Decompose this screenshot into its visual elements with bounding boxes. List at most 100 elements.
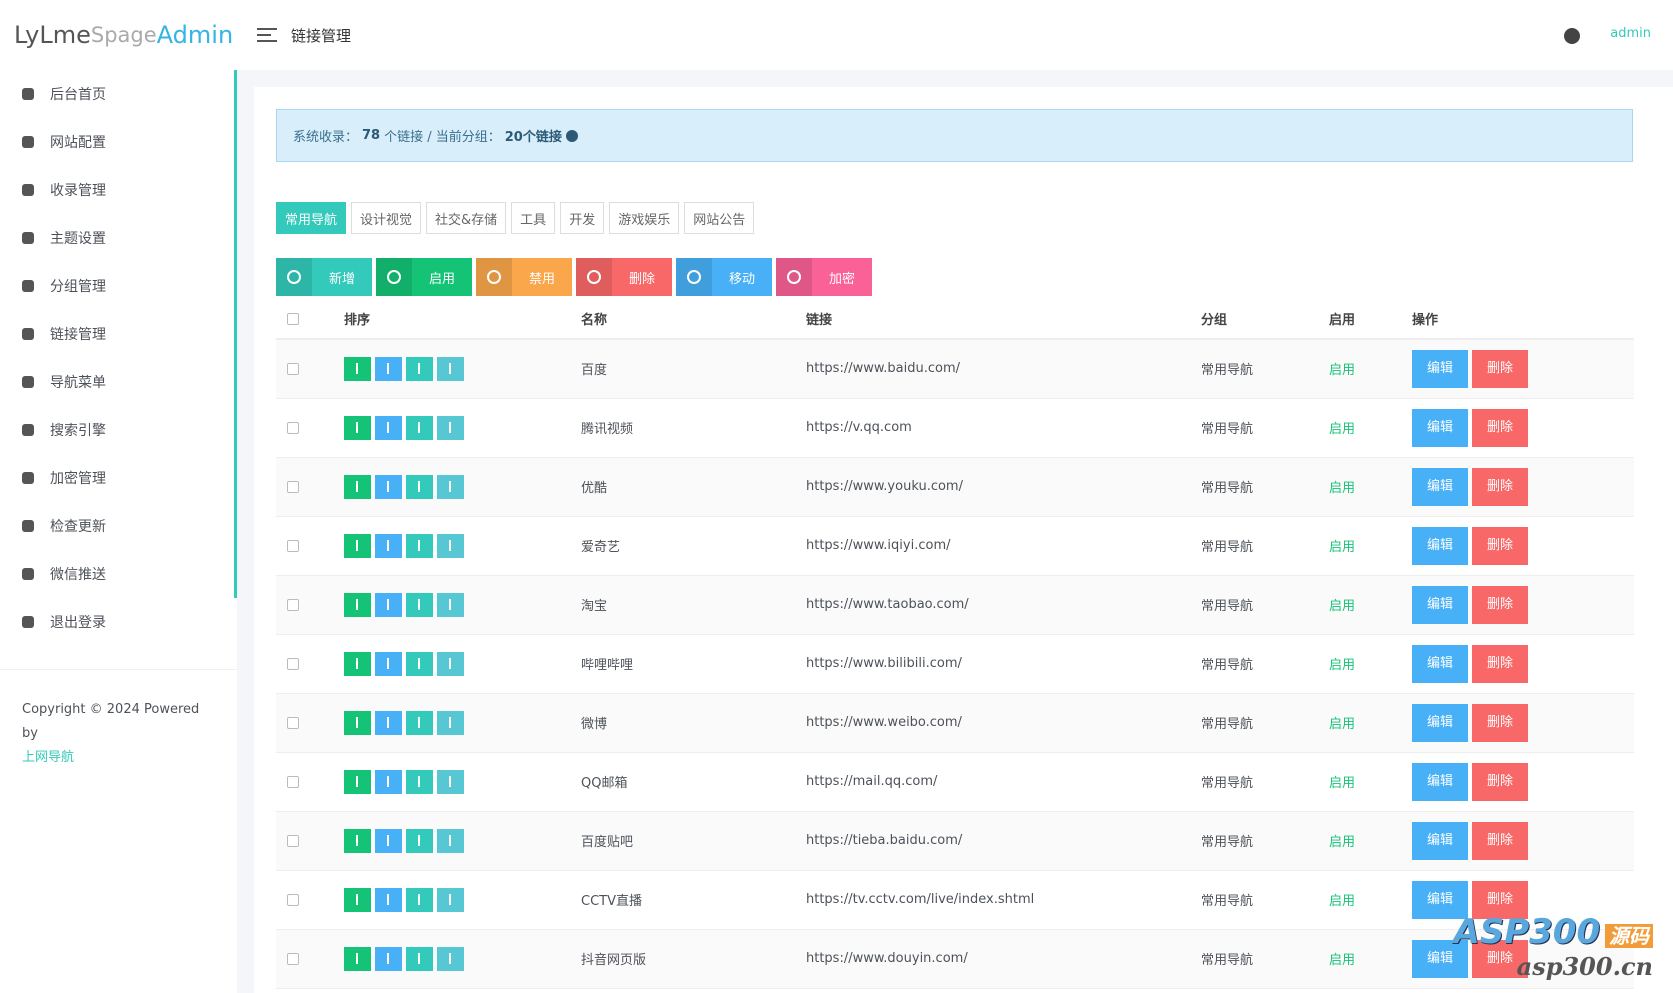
sort-button[interactable] [406,415,433,440]
sort-button[interactable] [344,592,371,617]
delete-button[interactable]: 删除 [1472,762,1528,801]
sort-button[interactable] [437,651,464,676]
checkbox[interactable] [287,312,299,325]
checkbox[interactable] [287,952,299,965]
sort-button[interactable] [344,474,371,499]
sort-button[interactable] [375,356,402,381]
menu-item[interactable]: 链接管理 [0,310,234,358]
toolbar-button[interactable]: 新增 [276,258,372,296]
sort-button[interactable] [406,592,433,617]
sort-button[interactable] [406,356,433,381]
edit-button[interactable]: 编辑 [1412,467,1468,506]
sort-button[interactable] [437,356,464,381]
sort-button[interactable] [375,651,402,676]
sort-button[interactable] [406,651,433,676]
delete-button[interactable]: 删除 [1472,408,1528,447]
menu-item[interactable]: 加密管理 [0,454,234,502]
help-icon[interactable] [565,129,578,142]
sort-button[interactable] [437,592,464,617]
sort-button[interactable] [437,769,464,794]
menu-item[interactable]: 收录管理 [0,166,234,214]
checkbox[interactable] [287,657,299,670]
edit-button[interactable]: 编辑 [1412,644,1468,683]
delete-button[interactable]: 删除 [1472,349,1528,388]
sort-button[interactable] [375,828,402,853]
delete-button[interactable]: 删除 [1472,880,1528,919]
checkbox[interactable] [287,775,299,788]
sort-button[interactable] [344,533,371,558]
group-tab[interactable]: 游戏娱乐 [609,202,680,234]
checkbox[interactable] [287,421,299,434]
sort-button[interactable] [375,710,402,735]
toolbar-button[interactable]: 移动 [676,258,772,296]
sort-button[interactable] [406,769,433,794]
sort-button[interactable] [344,887,371,912]
menu-item[interactable]: 主题设置 [0,214,234,262]
sort-button[interactable] [375,946,402,971]
edit-button[interactable]: 编辑 [1412,585,1468,624]
sort-button[interactable] [437,415,464,440]
checkbox[interactable] [287,893,299,906]
sort-button[interactable] [375,592,402,617]
sort-button[interactable] [406,828,433,853]
delete-button[interactable]: 删除 [1472,939,1528,978]
sort-button[interactable] [344,415,371,440]
edit-button[interactable]: 编辑 [1412,408,1468,447]
delete-button[interactable]: 删除 [1472,821,1528,860]
sort-button[interactable] [375,887,402,912]
menu-item[interactable]: 导航菜单 [0,358,234,406]
sort-button[interactable] [406,533,433,558]
sort-button[interactable] [406,710,433,735]
menu-item[interactable]: 网站配置 [0,118,234,166]
group-tab[interactable]: 社交&存储 [426,202,507,234]
sort-button[interactable] [437,887,464,912]
sort-button[interactable] [406,474,433,499]
edit-button[interactable]: 编辑 [1412,821,1468,860]
sort-button[interactable] [437,533,464,558]
sort-button[interactable] [344,710,371,735]
edit-button[interactable]: 编辑 [1412,880,1468,919]
menu-item[interactable]: 检查更新 [0,502,234,550]
edit-button[interactable]: 编辑 [1412,526,1468,565]
sort-button[interactable] [344,356,371,381]
sort-button[interactable] [375,533,402,558]
sort-button[interactable] [437,710,464,735]
sort-button[interactable] [375,474,402,499]
sort-button[interactable] [437,828,464,853]
toolbar-button[interactable]: 禁用 [476,258,572,296]
checkbox[interactable] [287,834,299,847]
delete-button[interactable]: 删除 [1472,526,1528,565]
delete-button[interactable]: 删除 [1472,585,1528,624]
menu-item[interactable]: 分组管理 [0,262,234,310]
group-tab[interactable]: 常用导航 [276,202,347,234]
sort-button[interactable] [437,946,464,971]
checkbox[interactable] [287,362,299,375]
footer-link[interactable]: 上网导航 [22,750,75,765]
toolbar-button[interactable]: 删除 [576,258,672,296]
group-tab[interactable]: 网站公告 [684,202,755,234]
sort-button[interactable] [375,769,402,794]
sort-button[interactable] [375,415,402,440]
checkbox[interactable] [287,480,299,493]
menu-item[interactable]: 退出登录 [0,598,237,646]
delete-button[interactable]: 删除 [1472,644,1528,683]
group-tab[interactable]: 工具 [511,202,556,234]
menu-item[interactable]: 搜索引擎 [0,406,234,454]
sort-button[interactable] [406,946,433,971]
edit-button[interactable]: 编辑 [1412,939,1468,978]
sort-button[interactable] [344,769,371,794]
menu-toggle[interactable] [257,28,277,42]
checkbox[interactable] [287,716,299,729]
menu-item[interactable]: 后台首页 [0,70,234,118]
checkbox[interactable] [287,598,299,611]
toolbar-button[interactable]: 加密 [776,258,872,296]
toolbar-button[interactable]: 启用 [376,258,472,296]
sort-button[interactable] [406,887,433,912]
menu-item[interactable]: 微信推送 [0,550,234,598]
edit-button[interactable]: 编辑 [1412,762,1468,801]
group-tab[interactable]: 设计视觉 [351,202,422,234]
sort-button[interactable] [344,651,371,676]
sort-button[interactable] [344,828,371,853]
edit-button[interactable]: 编辑 [1412,349,1468,388]
delete-button[interactable]: 删除 [1472,703,1528,742]
